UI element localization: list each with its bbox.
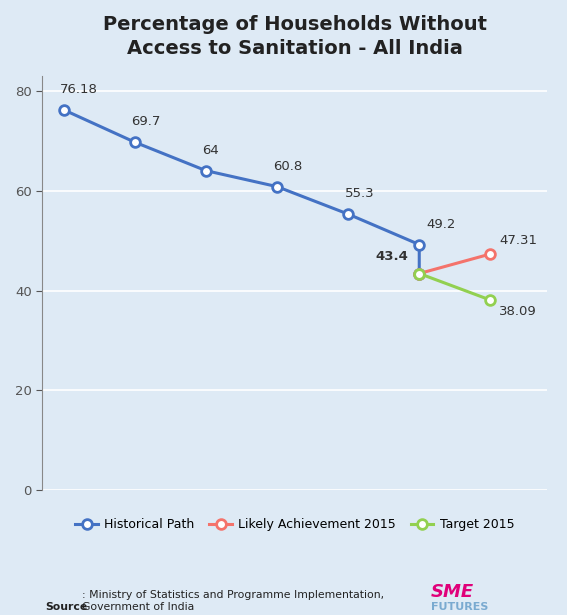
Text: FUTURES: FUTURES [431, 602, 488, 612]
Text: Source: Source [45, 602, 88, 612]
Text: 55.3: 55.3 [345, 187, 374, 200]
Text: 47.31: 47.31 [499, 234, 537, 247]
Text: : Ministry of Statistics and Programme Implementation,
Government of India: : Ministry of Statistics and Programme I… [82, 590, 384, 612]
Title: Percentage of Households Without
Access to Sanitation - All India: Percentage of Households Without Access … [103, 15, 487, 57]
Legend: Historical Path, Likely Achievement 2015, Target 2015: Historical Path, Likely Achievement 2015… [70, 513, 519, 536]
Text: 38.09: 38.09 [499, 305, 536, 318]
Text: SME: SME [431, 584, 474, 601]
Text: 76.18: 76.18 [60, 83, 98, 96]
Text: 64: 64 [202, 144, 219, 157]
Text: 69.7: 69.7 [131, 115, 160, 128]
Text: 49.2: 49.2 [426, 218, 456, 231]
Text: 60.8: 60.8 [273, 160, 303, 173]
Text: 43.4: 43.4 [376, 250, 409, 263]
